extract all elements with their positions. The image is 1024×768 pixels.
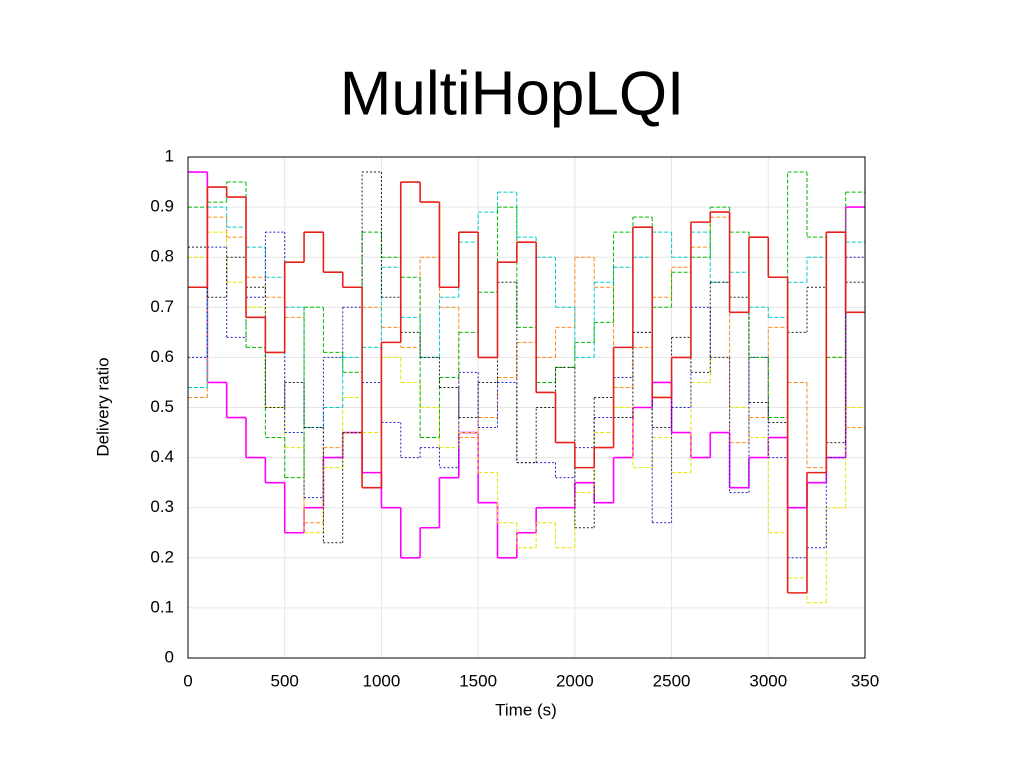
y-tick-label: 0.5 xyxy=(150,397,174,416)
y-tick-label: 0.9 xyxy=(150,197,174,216)
y-tick-label: 0.3 xyxy=(150,497,174,516)
y-tick-label: 1 xyxy=(165,146,174,165)
x-tick-label: 1500 xyxy=(459,671,497,690)
x-tick-label: 2500 xyxy=(653,671,691,690)
y-tick-label: 0.2 xyxy=(150,547,174,566)
x-tick-label: 0 xyxy=(183,671,192,690)
x-tick-label: 350 xyxy=(851,671,879,690)
x-tick-label: 1000 xyxy=(363,671,401,690)
y-tick-label: 0 xyxy=(165,647,174,666)
plot-frame xyxy=(187,156,866,659)
y-tick-label: 0.4 xyxy=(150,447,174,466)
x-tick-label: 2000 xyxy=(556,671,594,690)
x-axis-label: Time (s) xyxy=(495,700,557,719)
y-tick-label: 0.6 xyxy=(150,347,174,366)
x-tick-label: 500 xyxy=(271,671,299,690)
y-tick-label: 0.8 xyxy=(150,247,174,266)
x-tick-label: 3000 xyxy=(749,671,787,690)
y-tick-label: 0.1 xyxy=(150,597,174,616)
y-axis-label: Delivery ratio xyxy=(93,357,112,456)
y-tick-label: 0.7 xyxy=(150,297,174,316)
chart-title: MultiHopLQI xyxy=(340,59,685,128)
